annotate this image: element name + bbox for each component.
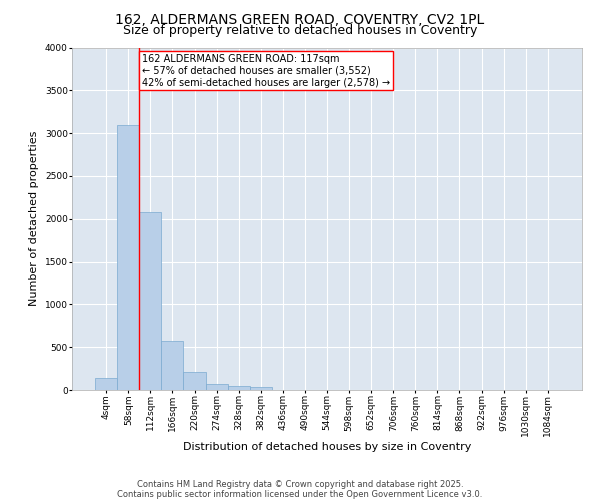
Y-axis label: Number of detached properties: Number of detached properties (29, 131, 39, 306)
Text: Size of property relative to detached houses in Coventry: Size of property relative to detached ho… (123, 24, 477, 37)
Bar (95, 378, 117, 390)
Bar (184, 372, 206, 390)
Text: Contains HM Land Registry data © Crown copyright and database right 2025.
Contai: Contains HM Land Registry data © Crown c… (118, 480, 482, 499)
Text: 162, ALDERMANS GREEN ROAD, COVENTRY, CV2 1PL: 162, ALDERMANS GREEN ROAD, COVENTRY, CV2… (115, 12, 485, 26)
Bar (161, 341, 184, 390)
Bar (227, 386, 250, 390)
Bar (206, 384, 227, 390)
Bar (250, 388, 272, 390)
Bar (117, 124, 139, 390)
Text: 162 ALDERMANS GREEN ROAD: 117sqm
← 57% of detached houses are smaller (3,552)
42: 162 ALDERMANS GREEN ROAD: 117sqm ← 57% o… (142, 54, 390, 88)
Bar (139, 212, 161, 390)
X-axis label: Distribution of detached houses by size in Coventry: Distribution of detached houses by size … (183, 442, 471, 452)
